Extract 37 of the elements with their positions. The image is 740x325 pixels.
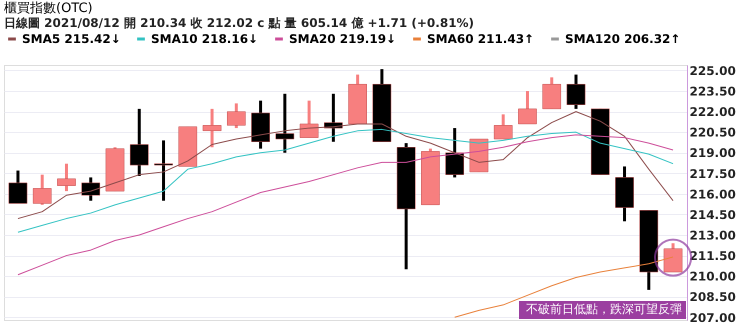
chart-title: 櫃買指數(OTC)	[4, 1, 93, 16]
candlestick	[518, 91, 537, 124]
legend-label: SMA20 219.19↓	[289, 32, 396, 46]
legend-label: SMA10 218.16↓	[151, 32, 258, 46]
y-tick-label: 214.50	[690, 208, 736, 222]
legend-label: SMA120 206.32↑	[565, 32, 680, 46]
y-tick-label: 222.00	[690, 105, 736, 120]
candlestick	[275, 94, 294, 153]
candlestick	[445, 128, 464, 178]
legend-label: SMA60 211.43↑	[427, 32, 534, 46]
candlestick	[566, 74, 586, 109]
candlestick	[226, 103, 246, 128]
legend-label: SMA5 215.42↓	[22, 32, 121, 46]
y-tick-label: 220.50	[690, 126, 736, 140]
candlestick	[81, 177, 100, 201]
candlestick	[664, 243, 682, 272]
chart-subtitle: 日線圖 2021/08/12 開 210.34 收 212.02 c 點 量 605.14 億 +1.71 (+0.81%)	[4, 16, 474, 30]
y-tick-label: 225.00	[690, 64, 736, 78]
y-tick-label: 216.00	[690, 187, 736, 202]
candlestick	[154, 140, 173, 201]
line-series	[17, 111, 674, 220]
y-tick-label: 207.00	[690, 310, 736, 325]
y-tick-label: 208.50	[690, 290, 736, 304]
candlestick	[202, 108, 222, 148]
candlestick	[130, 108, 149, 176]
candlestick	[300, 100, 318, 138]
candlestick	[32, 174, 52, 205]
annotation: 不破前日低點，跌深可望反彈	[526, 302, 682, 316]
candlestick	[8, 170, 28, 204]
candlestick	[494, 114, 513, 140]
line-series	[17, 134, 674, 276]
y-tick-label: 210.00	[690, 270, 736, 284]
y-tick-label: 217.50	[690, 166, 736, 181]
y-tick-label: 213.00	[690, 228, 736, 242]
y-tick-label: 219.00	[690, 146, 736, 160]
candlestick	[57, 164, 76, 192]
y-tick-label: 223.50	[690, 84, 736, 99]
